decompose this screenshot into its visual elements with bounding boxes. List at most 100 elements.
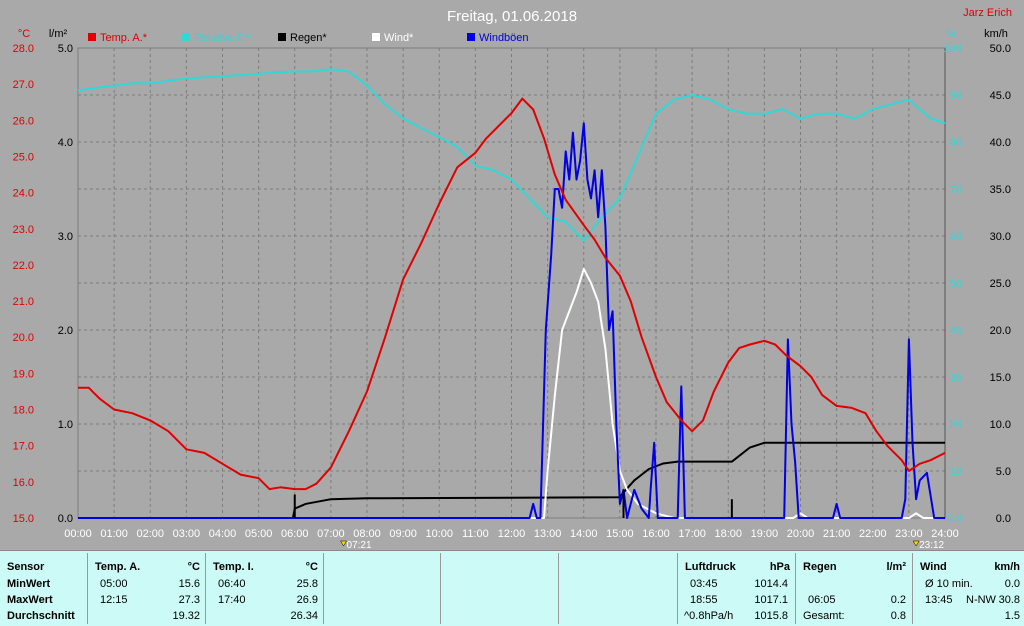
x-axis-tick: 03:00 (173, 528, 201, 540)
rain-title: Regen (803, 561, 837, 573)
pressure-avg: 1015.8 (754, 610, 788, 622)
divider (440, 553, 441, 624)
author-label: Jarz Erich (963, 7, 1012, 19)
statistics-panel: Sensor MinWert MaxWert Durchschnitt Temp… (0, 550, 1024, 626)
pressure-unit: hPa (769, 561, 790, 573)
x-axis-tick: 21:00 (823, 528, 851, 540)
x-axis-tick: 18:00 (714, 528, 742, 540)
legend-swatch (372, 33, 380, 41)
wind-axis-tick: 10.0 (990, 419, 1011, 431)
x-axis-tick: 16:00 (642, 528, 670, 540)
rain-axis-tick: 1.0 (58, 419, 73, 431)
legend-swatch (467, 33, 475, 41)
temp-axis-tick: 22.0 (13, 260, 34, 272)
wind-axis-unit: km/h (984, 28, 1008, 40)
divider (795, 553, 796, 624)
wind-avg-10min: 0.0 (1004, 578, 1020, 590)
series-line-humidity (77, 68, 946, 242)
rain-axis-tick: 3.0 (58, 231, 73, 243)
rain-max: 0.2 (890, 594, 906, 606)
legend-swatch (88, 33, 96, 41)
wind-axis-tick: 20.0 (990, 325, 1011, 337)
chart-grid (77, 47, 946, 519)
divider (558, 553, 559, 624)
x-axis-tick: 09:00 (389, 528, 417, 540)
x-axis-tick: 07:00 (317, 528, 345, 540)
x-axis-tick: 17:00 (678, 528, 706, 540)
humidity-axis-tick: 40 (950, 325, 962, 337)
temp-axis-tick: 24.0 (13, 188, 34, 200)
wind-avg: 1.5 (1004, 610, 1020, 622)
temp-axis-tick: 15.0 (13, 513, 34, 525)
x-axis-tick: 22:00 (859, 528, 887, 540)
series-line-gusts (78, 122, 945, 519)
x-axis-tick: 00:00 (64, 528, 92, 540)
temp-a-unit: °C (187, 561, 200, 573)
temp-i-min: 25.8 (296, 578, 318, 590)
humidity-axis-tick: 80 (950, 137, 962, 149)
chart-legend: Temp. A.* Relative F.* Regen* Wind* Windböen (88, 32, 529, 44)
chart-title: Freitag, 01.06.2018 (447, 8, 577, 25)
temp-axis-tick: 23.0 (13, 224, 34, 236)
wind-axis-tick: 25.0 (990, 278, 1011, 290)
temp-a-min: 15.6 (178, 578, 200, 590)
x-axis-tick: 10:00 (425, 528, 453, 540)
rain-axis-tick: 5.0 (58, 43, 73, 55)
temp-i-title: Temp. I. (213, 561, 254, 573)
x-axis-tick: 11:00 (462, 528, 489, 540)
legend-label: Regen* (290, 32, 327, 44)
legend-swatch (182, 33, 190, 41)
rain-total: 0.8 (890, 610, 906, 622)
wind-axis-tick: 30.0 (990, 231, 1011, 243)
wind-max: 30.8 (998, 594, 1020, 606)
humidity-axis-tick: 20 (950, 419, 962, 431)
humidity-axis-tick: 30 (950, 372, 962, 384)
x-axis-tick: 04:00 (209, 528, 237, 540)
temp-i-unit: °C (305, 561, 318, 573)
rain-max-time: 06:05 (808, 594, 836, 606)
x-axis-tick: 06:00 (281, 528, 309, 540)
legend-label: Temp. A.* (100, 32, 148, 44)
temp-a-title: Temp. A. (95, 561, 141, 573)
wind-avg-label: Ø 10 min. (925, 578, 973, 590)
temp-axis-tick: 20.0 (13, 332, 34, 344)
wind-axis-tick: 0.0 (996, 513, 1011, 525)
series-line-rain (78, 441, 945, 519)
row-header-sensor: Sensor (7, 561, 45, 573)
chart-axes: 15.0 16.0 17.0 18.0 19.0 20.0 21.0 22.0 23.0 24.0… (13, 43, 1011, 540)
temp-axis-tick: 27.0 (13, 79, 34, 91)
legend-swatch (278, 33, 286, 41)
series-line-temp (78, 97, 946, 491)
temp-axis-tick: 21.0 (13, 296, 34, 308)
wind-axis-tick: 45.0 (990, 90, 1011, 102)
humidity-axis-tick: 100 (944, 43, 962, 55)
temp-i-avg: 26.34 (290, 610, 318, 622)
pressure-title: Luftdruck (685, 561, 736, 573)
chart-series (77, 68, 946, 519)
humidity-axis-tick: 70 (950, 184, 962, 196)
wind-unit: km/h (994, 561, 1020, 573)
x-axis-tick: 08:00 (353, 528, 381, 540)
humidity-axis-tick: 10 (950, 466, 962, 478)
temp-a-max-time: 12:15 (100, 594, 128, 606)
temp-axis-tick: 28.0 (13, 43, 34, 55)
wind-axis-tick: 40.0 (990, 137, 1011, 149)
x-axis-tick: 19:00 (751, 528, 779, 540)
wind-axis-tick: 35.0 (990, 184, 1011, 196)
pressure-trend: ^0.8hPa/h (684, 610, 734, 622)
temp-a-min-time: 05:00 (100, 578, 128, 590)
x-axis-tick: 12:00 (498, 528, 526, 540)
row-header-max: MaxWert (7, 594, 53, 606)
wind-axis-tick: 50.0 (990, 43, 1011, 55)
x-axis-tick: 15:00 (606, 528, 634, 540)
wind-max-direction: N-NW (966, 594, 996, 606)
weather-chart: Freitag, 01.06.2018 Jarz Erich °C l/m² %… (12, 7, 1012, 550)
sun-markers: 07:21 23:12 (340, 540, 945, 550)
x-axis-tick: 05:00 (245, 528, 273, 540)
x-axis-tick: 01:00 (100, 528, 128, 540)
temp-axis-tick: 26.0 (13, 115, 34, 127)
temp-i-max-time: 17:40 (218, 594, 246, 606)
humidity-axis-tick: 90 (950, 90, 962, 102)
x-axis-tick: 14:00 (570, 528, 598, 540)
divider (912, 553, 913, 624)
